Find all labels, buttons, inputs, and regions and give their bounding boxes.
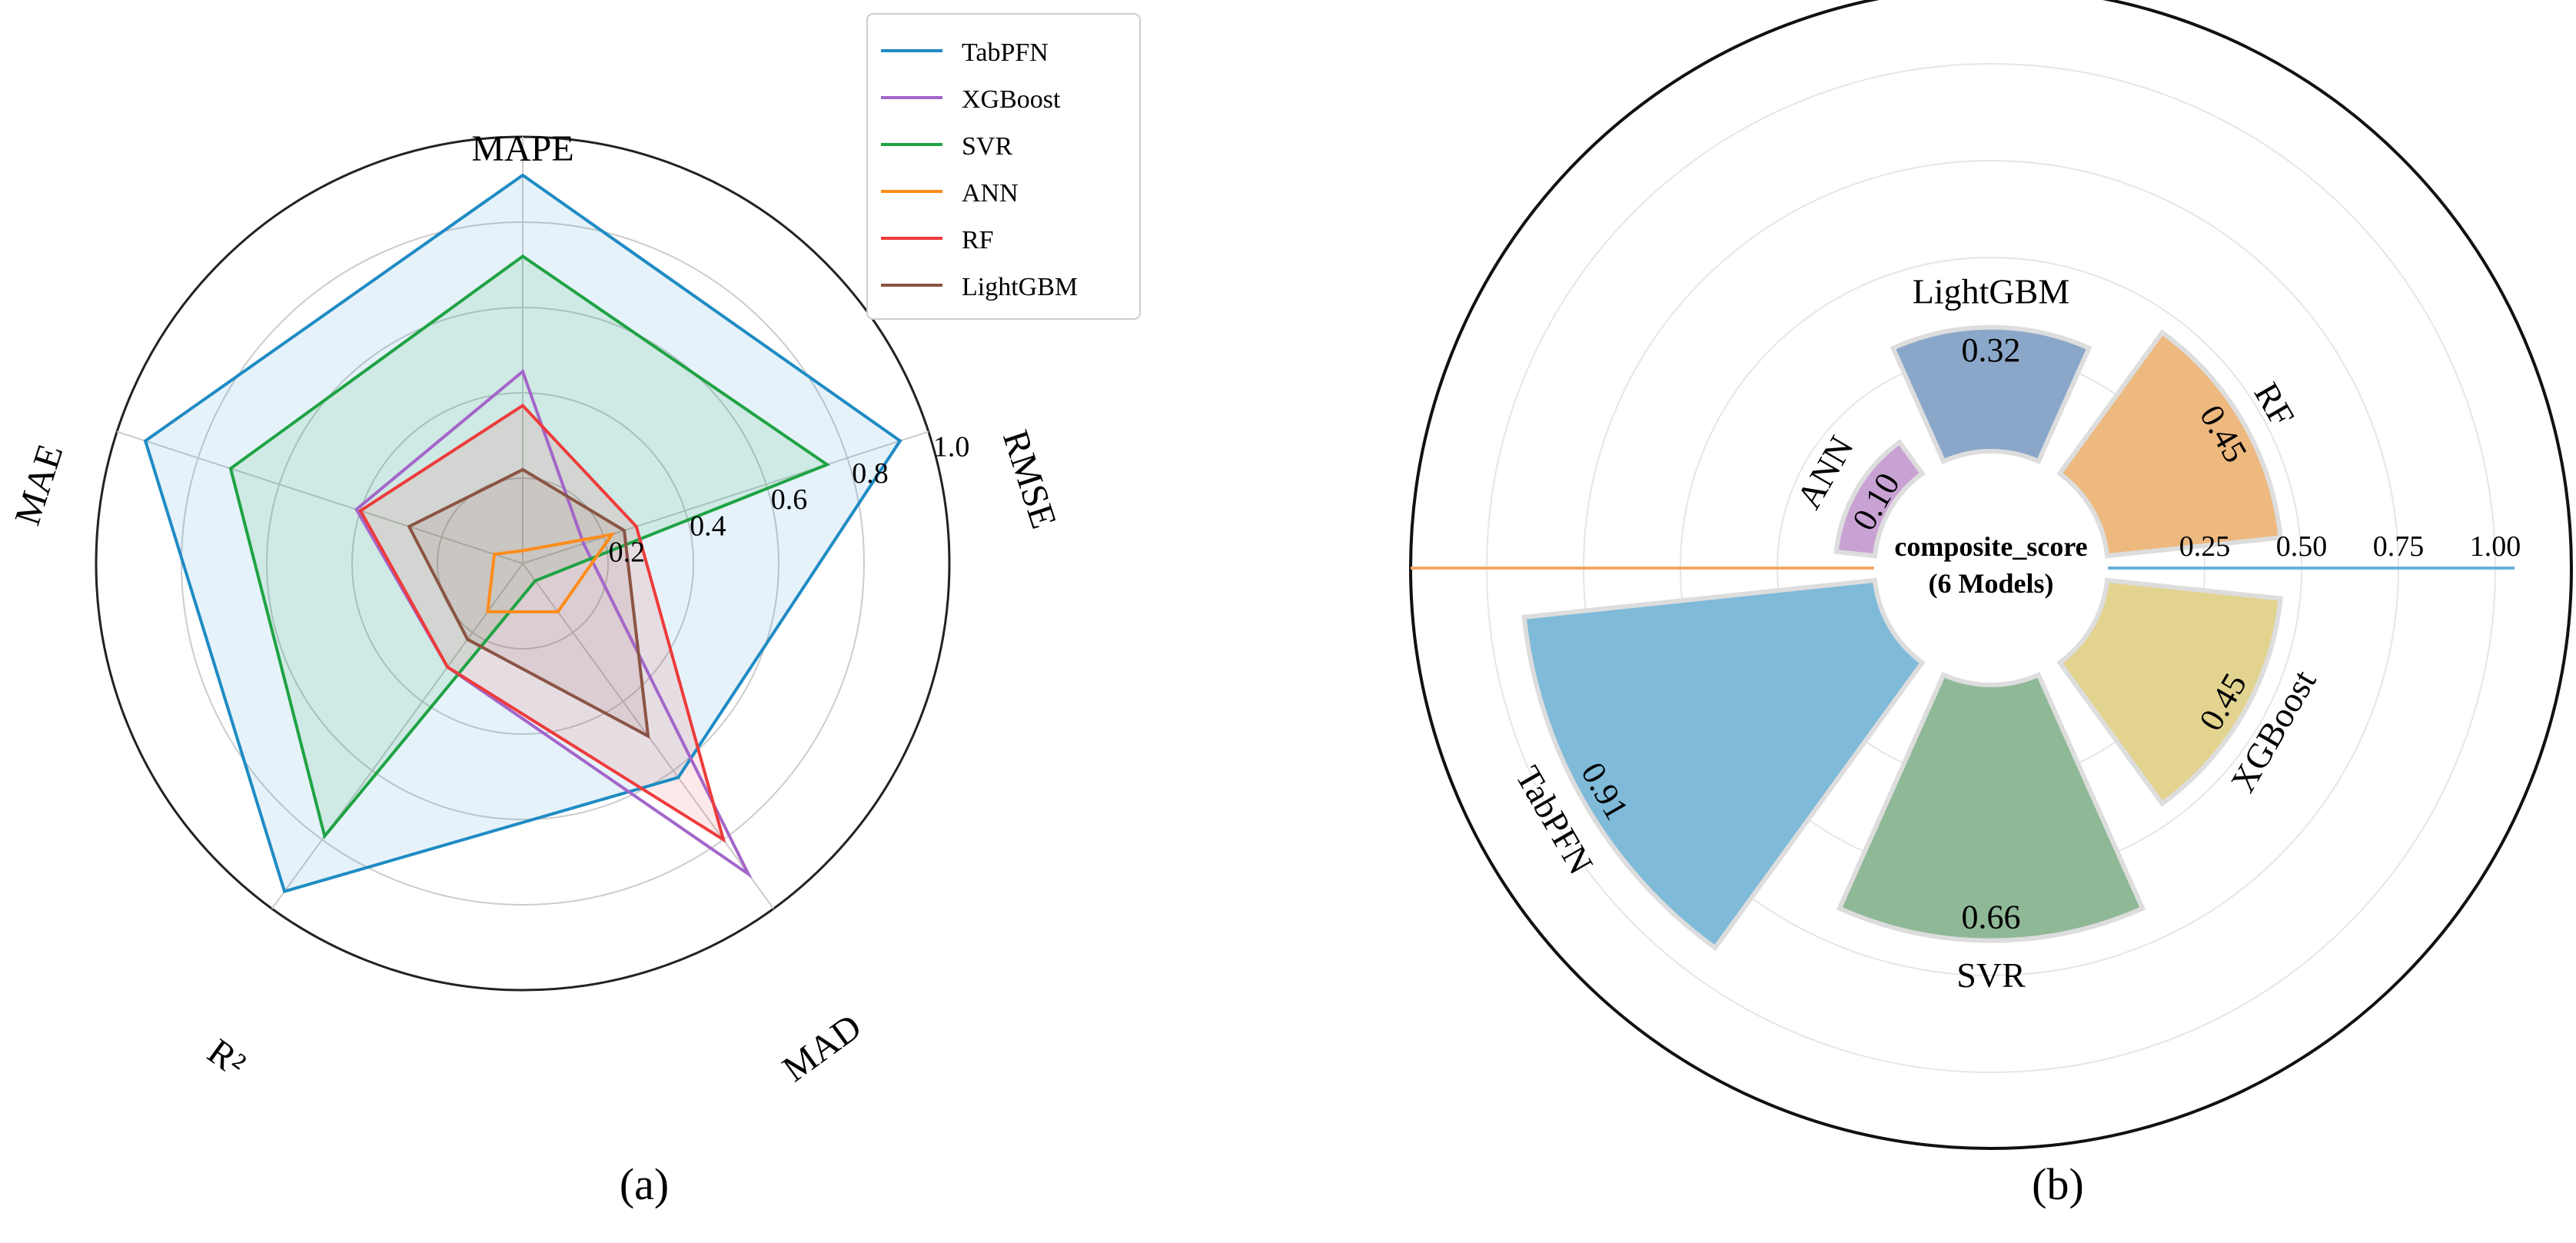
legend: TabPFN XGBoost SVR ANN RF LightGBM <box>866 13 1141 320</box>
legend-label-svr: SVR <box>962 132 1012 161</box>
series-line-ann <box>486 532 616 613</box>
series-line-svr <box>228 254 831 840</box>
radar-grid <box>95 135 951 992</box>
polar-tick-label: 1.00 <box>2470 530 2521 563</box>
center-title: composite_score <box>1894 531 2087 562</box>
series-line-xgboost <box>354 368 753 879</box>
radar-spoke <box>271 563 524 909</box>
bar-ann <box>1833 439 1926 559</box>
category-label-svr: SVR <box>1956 956 2026 995</box>
radial-tick-label: 0.2 <box>609 537 646 569</box>
series-line-lightgbm <box>407 467 650 739</box>
radar-series-group <box>143 173 902 894</box>
axis-label-mad: MAD <box>775 1006 869 1090</box>
legend-box <box>866 13 1141 320</box>
panel-label-a: (a) <box>620 1159 669 1209</box>
value-label-svr: 0.66 <box>1962 899 2021 936</box>
value-label-lightgbm: 0.32 <box>1962 331 2021 369</box>
bar-lightgbm <box>1890 324 2092 465</box>
polar-bar-chart-panel: 0.32LightGBM0.45RF0.45XGBoost0.66SVR0.91… <box>1409 0 2573 1209</box>
polar-tick-label: 0.50 <box>2276 530 2328 563</box>
series-line-rf <box>358 404 726 843</box>
bar-svr <box>1836 671 2146 943</box>
radial-tick-label: 0.6 <box>771 484 808 516</box>
series-fill-tabpfn <box>145 174 900 892</box>
axis-label-mae: MAE <box>7 440 71 530</box>
polar-tick-label: 0.25 <box>2179 530 2231 563</box>
legend-label-xgboost: XGBoost <box>962 85 1061 114</box>
panel-label-b: (b) <box>2032 1159 2084 1209</box>
polar-tick-label: 0.75 <box>2373 530 2425 563</box>
radar-spoke <box>522 430 929 564</box>
radial-tick-label: 1.0 <box>933 430 970 463</box>
radial-tick-label: 0.4 <box>690 510 726 542</box>
series-line-tabpfn <box>143 173 902 894</box>
category-label-rf: RF <box>2247 376 2302 433</box>
radar-spoke <box>116 430 524 564</box>
legend-label-lightgbm: LightGBM <box>962 273 1078 301</box>
axis-label-rmse: RMSE <box>995 425 1065 533</box>
axis-label-mape: MAPE <box>471 128 573 169</box>
series-fill-lightgbm <box>409 469 649 736</box>
axis-label-r: R² <box>200 1031 253 1085</box>
category-label-lightgbm: LightGBM <box>1913 271 2069 311</box>
polar-bars-group <box>1521 324 2284 952</box>
bar-xgboost <box>2056 577 2284 807</box>
radar-chart-panel: MAPE RMSE MAD R² MAE 0.2 0.4 0.6 0.8 1.0 TabPFN X… <box>7 13 1141 1209</box>
bar-rf <box>2056 329 2284 559</box>
series-fill-rf <box>360 405 723 840</box>
legend-label-tabpfn: TabPFN <box>962 38 1049 67</box>
radar-tick-labels: 0.2 0.4 0.6 0.8 1.0 <box>609 430 970 568</box>
center-subtitle: (6 Models) <box>1929 568 2054 599</box>
legend-label-ann: ANN <box>962 179 1019 208</box>
legend-label-rf: RF <box>962 226 994 254</box>
radial-tick-label: 0.8 <box>852 457 889 490</box>
series-fill-svr <box>231 256 827 836</box>
bar-tabpfn <box>1521 577 1926 952</box>
